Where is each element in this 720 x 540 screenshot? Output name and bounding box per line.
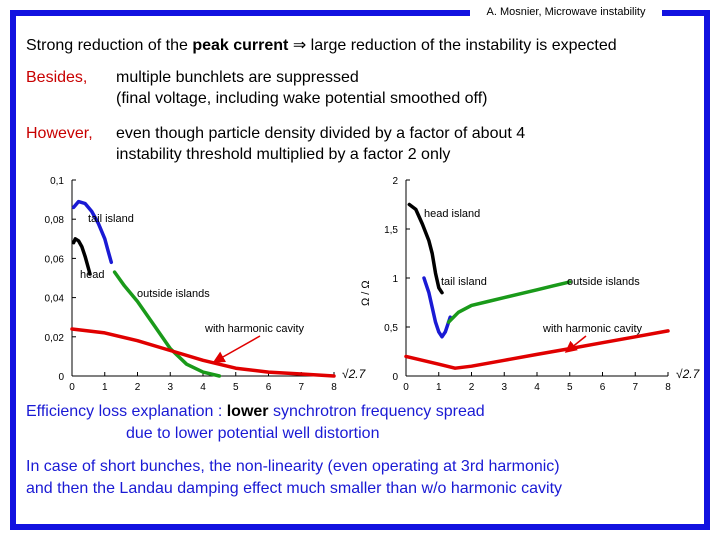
y-tick-label: 1,5 bbox=[384, 225, 398, 236]
x-tick-label: 7 bbox=[298, 382, 304, 393]
x-tick-label: 8 bbox=[665, 382, 671, 393]
line1-a: Strong reduction of the bbox=[26, 37, 193, 54]
annotation-head-island: head island bbox=[424, 208, 480, 220]
efficiency-sep: : bbox=[213, 403, 227, 420]
series-line-outside-islands bbox=[446, 280, 572, 324]
header-author: A. Mosnier, Microwave instability bbox=[470, 4, 662, 20]
y-tick-label: 0,1 bbox=[50, 176, 64, 187]
series-line-with-harmonic-cavity bbox=[404, 329, 670, 370]
efficiency-line-1: Efficiency loss explanation : lower sync… bbox=[26, 402, 485, 422]
efficiency-lower: lower bbox=[226, 403, 269, 420]
however-line-1: even though particle density divided by … bbox=[116, 125, 526, 142]
series-line-tail-island bbox=[422, 276, 452, 339]
x-tick-label: 8 bbox=[331, 382, 337, 393]
however-label: However, bbox=[26, 125, 93, 142]
harmonic-arrow bbox=[564, 335, 587, 353]
x-axis-label: √2.7 bbox=[342, 367, 367, 381]
x-tick-label: 6 bbox=[600, 382, 606, 393]
besides-line-1: multiple bunchlets are suppressed bbox=[116, 69, 359, 86]
x-tick-label: 7 bbox=[632, 382, 638, 393]
annotation-head: head bbox=[80, 269, 104, 281]
harmonic-arrow bbox=[212, 335, 261, 363]
series-line-head-island bbox=[407, 202, 444, 295]
series-line-tail-island bbox=[71, 199, 114, 265]
line1-peak-current: peak current bbox=[192, 37, 289, 54]
x-tick-label: 5 bbox=[567, 382, 573, 393]
annotation-with-harmonic-cavity: with harmonic cavity bbox=[204, 323, 305, 335]
y-tick-label: 0,06 bbox=[45, 254, 65, 265]
series-line-with-harmonic-cavity bbox=[70, 327, 336, 378]
efficiency-rest: synchrotron frequency spread bbox=[268, 403, 485, 420]
y-tick-label: 1 bbox=[392, 274, 398, 285]
line-peak-current: Strong reduction of the peak current ⇒ l… bbox=[26, 36, 617, 56]
however-line-2: instability threshold multiplied by a fa… bbox=[116, 146, 451, 163]
x-tick-label: 1 bbox=[102, 382, 108, 393]
besides-line-2: (final voltage, including wake potential… bbox=[116, 90, 488, 107]
annotation-tail-island: tail island bbox=[441, 276, 487, 288]
x-tick-label: 3 bbox=[501, 382, 507, 393]
annotation-tail-island: tail island bbox=[88, 213, 134, 225]
x-tick-label: 2 bbox=[469, 382, 475, 393]
annotation-with-harmonic-cavity: with harmonic cavity bbox=[542, 323, 643, 335]
x-tick-label: 4 bbox=[200, 382, 206, 393]
line1-c: ⇒ large reduction of the instability is … bbox=[288, 37, 617, 54]
short-bunches-line-2: and then the Landau damping effect much … bbox=[26, 480, 563, 497]
annotation-outside-islands: outside islands bbox=[567, 276, 640, 288]
y-tick-label: 0 bbox=[392, 372, 398, 383]
series-line-head bbox=[71, 237, 92, 276]
efficiency-label: Efficiency loss explanation bbox=[26, 403, 214, 420]
short-bunches-line-1: In case of short bunches, the non-linear… bbox=[26, 458, 560, 475]
x-tick-label: 1 bbox=[436, 382, 442, 393]
annotation-outside-islands: outside islands bbox=[137, 288, 210, 300]
chart-right: 0 1 2 3 4 5 6 7 8 0 0,5 1 1,5 2 head island tail island… bbox=[360, 176, 701, 393]
chart-left: 0 1 2 3 4 5 6 7 8 0 0,02 0,04 0,06 0,08 0,1 tail island… bbox=[45, 176, 367, 393]
x-axis-label: √2.7 bbox=[676, 367, 701, 381]
y-axis-label: Ω / Ω bbox=[360, 280, 372, 306]
x-tick-label: 2 bbox=[135, 382, 141, 393]
x-tick-label: 3 bbox=[167, 382, 173, 393]
y-tick-label: 0,04 bbox=[45, 294, 65, 305]
x-tick-label: 0 bbox=[403, 382, 409, 393]
x-tick-label: 5 bbox=[233, 382, 239, 393]
y-tick-label: 0,5 bbox=[384, 323, 398, 334]
series-line-outside-islands bbox=[112, 270, 222, 378]
y-tick-label: 0 bbox=[58, 372, 64, 383]
x-tick-label: 6 bbox=[266, 382, 272, 393]
besides-label: Besides, bbox=[26, 69, 88, 86]
y-tick-label: 0,02 bbox=[45, 333, 65, 344]
y-tick-label: 0,08 bbox=[45, 215, 65, 226]
y-tick-label: 2 bbox=[392, 176, 398, 187]
slide-frame bbox=[10, 10, 710, 530]
efficiency-line-2: due to lower potential well distortion bbox=[126, 425, 380, 442]
x-tick-label: 0 bbox=[69, 382, 75, 393]
x-tick-label: 4 bbox=[534, 382, 540, 393]
